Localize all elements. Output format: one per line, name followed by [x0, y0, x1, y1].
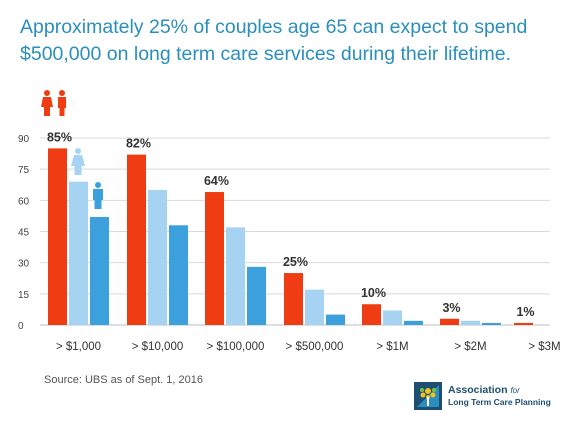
bar	[226, 227, 245, 325]
x-tick-label: > $2M	[454, 341, 486, 353]
bar	[461, 320, 480, 325]
data-label: 82%	[126, 137, 151, 151]
data-label: 3%	[442, 301, 460, 315]
x-axis-ticks: > $1,000 > $10,000 > $100,000 > $500,000 > $…	[56, 341, 561, 353]
x-tick-label: > $1,000	[56, 341, 101, 353]
x-tick-label: > $10,000	[132, 341, 183, 353]
bar	[205, 192, 224, 325]
data-label: 25%	[283, 255, 308, 269]
bar	[362, 304, 381, 325]
chart-title: Approximately 25% of couples age 65 can …	[20, 14, 550, 68]
source-note: Source: UBS as of Sept. 1, 2016	[44, 374, 203, 386]
bar	[482, 322, 501, 325]
x-tick-label: > $100,000	[207, 341, 265, 353]
data-label: 85%	[47, 130, 72, 144]
bar	[127, 154, 146, 325]
data-label: 64%	[204, 174, 229, 188]
x-tick-label: > $3M	[528, 341, 560, 353]
bar	[69, 181, 88, 325]
data-labels: 85% 82% 64% 25% 10% 3% 1%	[47, 130, 535, 319]
y-tick-label: 90	[18, 134, 30, 145]
logo-tree-icon	[414, 382, 442, 410]
y-axis-ticks: 90 75 60 45 30 15 0	[18, 134, 30, 332]
y-tick-label: 0	[18, 321, 24, 332]
bar	[48, 148, 67, 325]
woman-icon	[71, 148, 85, 175]
bar	[404, 320, 423, 325]
x-tick-label: > $1M	[376, 341, 408, 353]
bar	[247, 266, 266, 325]
bar	[383, 310, 402, 325]
bar	[148, 189, 167, 325]
y-tick-label: 60	[18, 196, 30, 207]
organization-logo: Association for Long Term Care Planning	[414, 382, 554, 414]
logo-subtitle: Long Term Care Planning	[448, 397, 551, 407]
bar	[284, 273, 303, 325]
couple-icon	[41, 90, 66, 116]
logo-name: Association	[448, 384, 508, 396]
bar	[305, 289, 324, 325]
bars	[48, 148, 533, 325]
x-tick-label: > $500,000	[286, 341, 344, 353]
y-tick-label: 15	[18, 290, 30, 301]
data-label: 1%	[516, 305, 534, 319]
data-label: 10%	[361, 286, 386, 300]
title-line-1: Approximately 25% of couples age 65 can …	[20, 16, 528, 38]
bar	[440, 318, 459, 325]
bar	[326, 314, 345, 325]
bar	[90, 216, 109, 325]
logo-name-suffix: for	[510, 386, 520, 395]
y-tick-label: 45	[18, 228, 30, 239]
y-tick-label: 75	[18, 165, 30, 176]
y-tick-label: 30	[18, 259, 30, 270]
bar	[169, 225, 188, 325]
bar	[514, 322, 533, 325]
title-line-2: $500,000 on long term care services duri…	[20, 43, 512, 65]
man-icon	[93, 182, 103, 209]
